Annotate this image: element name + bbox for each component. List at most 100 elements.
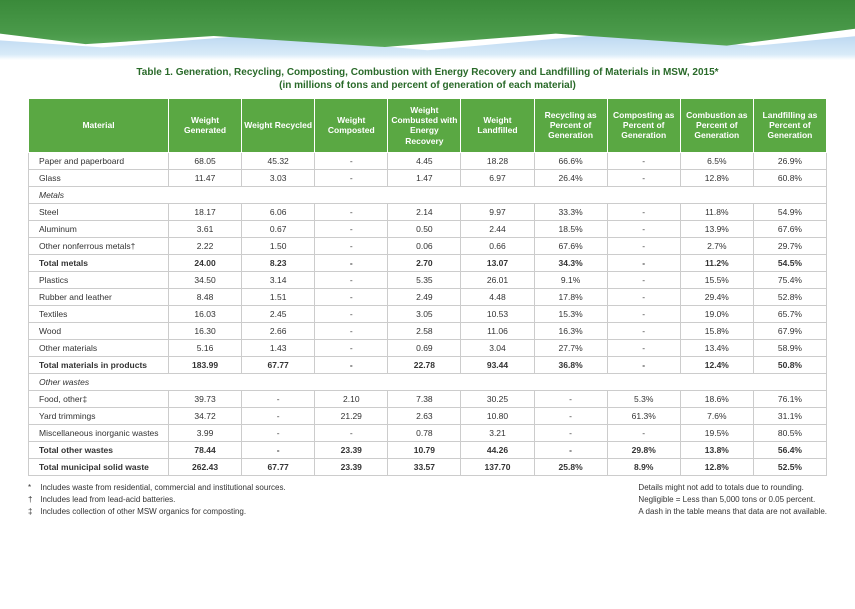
data-cell: - <box>315 288 388 305</box>
column-header: Material <box>29 99 169 153</box>
data-cell: 39.73 <box>169 390 242 407</box>
row-label-cell: Other nonferrous metals† <box>29 237 169 254</box>
table-row: Food, other‡39.73-2.107.3830.25-5.3%18.6… <box>29 390 827 407</box>
row-label-cell: Aluminum <box>29 220 169 237</box>
data-cell: 17.8% <box>534 288 607 305</box>
data-cell: 34.50 <box>169 271 242 288</box>
table-row: Plastics34.503.14-5.3526.019.1%-15.5%75.… <box>29 271 827 288</box>
data-cell: 5.3% <box>607 390 680 407</box>
data-cell: 13.07 <box>461 254 534 271</box>
table-row: Other materials5.161.43-0.693.0427.7%-13… <box>29 339 827 356</box>
data-cell: - <box>242 407 315 424</box>
data-cell: 24.00 <box>169 254 242 271</box>
data-cell: 68.05 <box>169 152 242 169</box>
data-cell: 9.1% <box>534 271 607 288</box>
data-cell: 34.72 <box>169 407 242 424</box>
row-label-cell: Steel <box>29 203 169 220</box>
data-cell: 8.23 <box>242 254 315 271</box>
table-row: Aluminum3.610.67-0.502.4418.5%-13.9%67.6… <box>29 220 827 237</box>
data-cell: 26.01 <box>461 271 534 288</box>
table-title: Table 1. Generation, Recycling, Composti… <box>28 66 827 92</box>
row-label-cell: Plastics <box>29 271 169 288</box>
footnote-left-item: † Includes lead from lead-acid batteries… <box>28 494 286 506</box>
data-cell: 26.4% <box>534 169 607 186</box>
row-label-cell: Rubber and leather <box>29 288 169 305</box>
data-cell: 58.9% <box>753 339 826 356</box>
total-row: Total metals24.008.23-2.7013.0734.3%-11.… <box>29 254 827 271</box>
column-header: Weight Landfilled <box>461 99 534 153</box>
data-cell: 29.7% <box>753 237 826 254</box>
data-cell: 2.49 <box>388 288 461 305</box>
table-row: Glass11.473.03-1.476.9726.4%-12.8%60.8% <box>29 169 827 186</box>
data-cell: 66.6% <box>534 152 607 169</box>
data-cell: 8.9% <box>607 458 680 475</box>
data-cell: 25.8% <box>534 458 607 475</box>
data-cell: 137.70 <box>461 458 534 475</box>
row-label-cell: Textiles <box>29 305 169 322</box>
total-row: Total materials in products183.9967.77-2… <box>29 356 827 373</box>
data-cell: - <box>607 322 680 339</box>
data-cell: 65.7% <box>753 305 826 322</box>
data-cell: 11.2% <box>680 254 753 271</box>
data-cell: 4.45 <box>388 152 461 169</box>
data-cell: 2.7% <box>680 237 753 254</box>
data-cell: 13.4% <box>680 339 753 356</box>
data-cell: - <box>607 288 680 305</box>
data-cell: - <box>534 390 607 407</box>
data-cell: 3.99 <box>169 424 242 441</box>
data-cell: 2.10 <box>315 390 388 407</box>
column-header: Weight Recycled <box>242 99 315 153</box>
data-cell: - <box>607 356 680 373</box>
data-cell: - <box>315 169 388 186</box>
data-cell: 2.63 <box>388 407 461 424</box>
footnotes-left: * Includes waste from residential, comme… <box>28 482 286 518</box>
footnote-left-item: * Includes waste from residential, comme… <box>28 482 286 494</box>
data-cell: 13.9% <box>680 220 753 237</box>
data-cell: - <box>315 237 388 254</box>
data-cell: 5.16 <box>169 339 242 356</box>
data-cell: 93.44 <box>461 356 534 373</box>
data-cell: 16.3% <box>534 322 607 339</box>
data-cell: - <box>242 390 315 407</box>
row-label-cell: Glass <box>29 169 169 186</box>
total-row: Total other wastes78.44-23.3910.7944.26-… <box>29 441 827 458</box>
data-cell: 13.8% <box>680 441 753 458</box>
data-cell: 2.14 <box>388 203 461 220</box>
data-cell: 8.48 <box>169 288 242 305</box>
table-header: MaterialWeight GeneratedWeight RecycledW… <box>29 99 827 153</box>
data-cell: - <box>607 271 680 288</box>
data-cell: 21.29 <box>315 407 388 424</box>
data-cell: - <box>607 220 680 237</box>
footnote-right-item: A dash in the table means that data are … <box>638 506 827 518</box>
footnote-right-item: Details might not add to totals due to r… <box>638 482 827 494</box>
section-header-cell: Other wastes <box>29 373 827 390</box>
column-header: Weight Combusted with Energy Recovery <box>388 99 461 153</box>
data-cell: 54.5% <box>753 254 826 271</box>
data-cell: - <box>534 441 607 458</box>
data-cell: - <box>315 254 388 271</box>
data-cell: 80.5% <box>753 424 826 441</box>
data-cell: 54.9% <box>753 203 826 220</box>
table-row: Yard trimmings34.72-21.292.6310.80-61.3%… <box>29 407 827 424</box>
row-label-cell: Total materials in products <box>29 356 169 373</box>
data-cell: 56.4% <box>753 441 826 458</box>
data-cell: 60.8% <box>753 169 826 186</box>
data-cell: 262.43 <box>169 458 242 475</box>
data-cell: 2.66 <box>242 322 315 339</box>
data-cell: 2.22 <box>169 237 242 254</box>
data-cell: 18.6% <box>680 390 753 407</box>
data-cell: 6.97 <box>461 169 534 186</box>
data-cell: 67.6% <box>753 220 826 237</box>
data-cell: - <box>534 424 607 441</box>
column-header: Combustion as Percent of Generation <box>680 99 753 153</box>
table-row: Paper and paperboard68.0545.32-4.4518.28… <box>29 152 827 169</box>
data-cell: - <box>607 339 680 356</box>
data-cell: - <box>607 237 680 254</box>
row-label-cell: Paper and paperboard <box>29 152 169 169</box>
data-cell: - <box>607 305 680 322</box>
data-cell: - <box>315 152 388 169</box>
data-cell: 0.78 <box>388 424 461 441</box>
data-cell: - <box>242 441 315 458</box>
data-cell: - <box>607 254 680 271</box>
table-row: Textiles16.032.45-3.0510.5315.3%-19.0%65… <box>29 305 827 322</box>
